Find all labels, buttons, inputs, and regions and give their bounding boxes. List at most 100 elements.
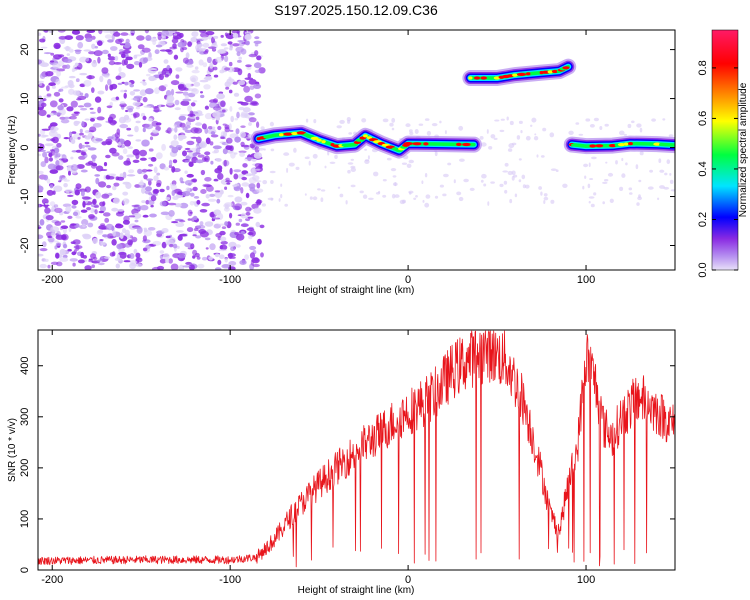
noise-speckle [220, 136, 226, 140]
noise-speckle [97, 229, 104, 234]
noise-speckle [114, 132, 121, 139]
noise-speckle [58, 88, 64, 92]
noise-speckle [146, 169, 153, 172]
noise-speckle [233, 169, 242, 173]
noise-speckle [38, 253, 44, 257]
noise-speckle [639, 127, 643, 133]
noise-speckle [107, 56, 116, 61]
noise-speckle [135, 106, 140, 110]
noise-speckle [182, 91, 189, 96]
noise-speckle [55, 78, 61, 85]
noise-speckle [217, 165, 223, 171]
noise-speckle [48, 157, 54, 162]
noise-speckle [170, 88, 175, 96]
noise-speckle [38, 59, 42, 65]
noise-speckle [173, 134, 178, 140]
noise-speckle [270, 197, 274, 201]
noise-speckle [88, 258, 93, 261]
noise-speckle [513, 174, 518, 178]
noise-speckle [157, 33, 162, 41]
noise-speckle [118, 155, 124, 160]
noise-speckle [42, 241, 47, 248]
noise-speckle [51, 85, 56, 89]
noise-speckle [426, 130, 431, 136]
noise-speckle [256, 121, 260, 128]
noise-speckle [245, 40, 250, 46]
noise-speckle [47, 163, 57, 170]
noise-speckle [97, 106, 102, 114]
noise-speckle [94, 45, 99, 49]
noise-speckle [607, 172, 614, 177]
noise-speckle [587, 183, 591, 189]
noise-speckle [312, 196, 318, 201]
noise-speckle [180, 100, 190, 106]
noise-speckle [394, 194, 400, 198]
noise-speckle [47, 235, 53, 239]
noise-speckle [91, 154, 97, 160]
noise-speckle [122, 219, 130, 225]
noise-speckle [110, 46, 118, 51]
noise-speckle [224, 67, 231, 71]
noise-speckle [227, 253, 236, 258]
noise-speckle [217, 223, 227, 226]
noise-speckle [518, 158, 522, 161]
noise-speckle [87, 222, 94, 228]
noise-speckle [49, 169, 59, 174]
noise-speckle [126, 127, 132, 131]
noise-speckle [499, 129, 505, 133]
noise-speckle [161, 30, 169, 37]
noise-speckle [242, 107, 251, 113]
noise-speckle [60, 119, 70, 124]
noise-speckle [91, 35, 96, 40]
noise-speckle [191, 77, 196, 83]
noise-speckle [251, 173, 256, 176]
noise-speckle [518, 179, 522, 183]
noise-speckle [578, 133, 584, 136]
noise-speckle [195, 147, 201, 154]
noise-speckle [72, 211, 79, 216]
noise-speckle [125, 182, 132, 190]
noise-speckle [421, 180, 424, 184]
noise-speckle [187, 218, 192, 221]
noise-speckle [201, 202, 210, 207]
noise-speckle [664, 172, 668, 176]
noise-speckle [85, 37, 93, 42]
ridge-hotspot [608, 144, 617, 148]
noise-speckle [165, 239, 174, 246]
noise-speckle [173, 54, 179, 60]
noise-speckle [255, 221, 261, 228]
noise-speckle [191, 69, 200, 74]
noise-speckle [184, 180, 193, 186]
noise-speckle [118, 51, 126, 55]
noise-speckle [77, 95, 87, 100]
noise-speckle [136, 35, 145, 41]
noise-speckle [53, 204, 59, 208]
noise-speckle [179, 114, 188, 117]
snr-frame [37, 329, 676, 571]
noise-speckle [135, 152, 140, 160]
noise-speckle [59, 257, 69, 262]
noise-speckle [234, 203, 243, 211]
noise-speckle [63, 243, 68, 249]
noise-speckle [123, 42, 131, 49]
noise-speckle [209, 62, 214, 69]
noise-speckle [192, 186, 198, 192]
noise-speckle [108, 60, 116, 66]
noise-speckle [212, 126, 216, 130]
ridge-hotspot [423, 142, 429, 146]
noise-speckle [53, 112, 62, 116]
noise-speckle [46, 138, 52, 142]
ridge-hotspot [667, 143, 674, 147]
noise-speckle [162, 252, 170, 260]
noise-speckle [604, 123, 609, 127]
colorbar-tick-label: 0.8 [697, 60, 709, 75]
noise-speckle [488, 146, 493, 150]
noise-speckle [391, 117, 396, 123]
noise-speckle [502, 170, 509, 173]
noise-speckle [141, 187, 146, 194]
noise-speckle [126, 174, 136, 177]
ridge-hotspot [480, 76, 488, 80]
noise-speckle [124, 81, 129, 86]
noise-speckle [117, 141, 122, 147]
noise-speckle [615, 160, 618, 165]
